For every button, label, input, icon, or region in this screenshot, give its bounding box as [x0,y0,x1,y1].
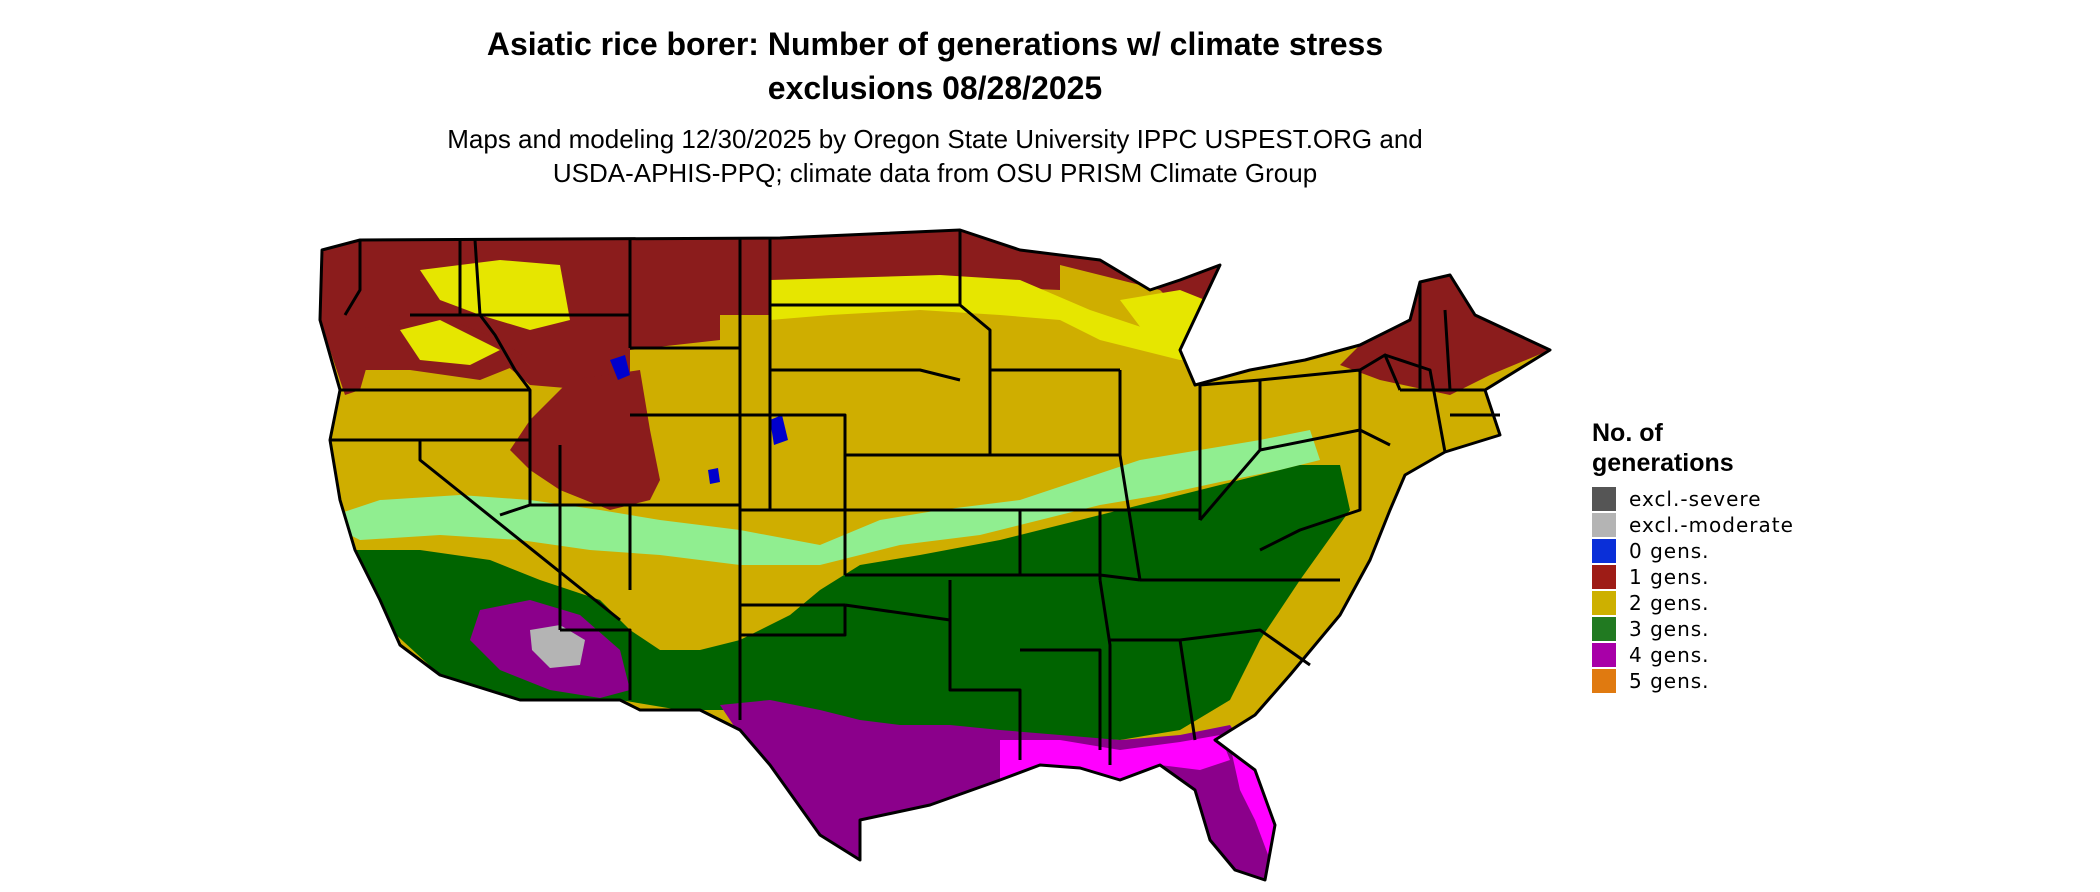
state-borders [318,228,1552,882]
zone-one-gen-rockies [510,370,660,510]
border-line [1198,449,1262,521]
legend-item-0-gens: 0 gens. [1592,538,1794,564]
border-line [844,580,952,622]
us-generations-map [318,228,1552,882]
legend-item-4-gens: 4 gens. [1592,642,1794,668]
map-title: Asiatic rice borer: Number of generation… [400,22,1470,110]
border-line [958,230,992,455]
zone-one-gen-northeast [1340,275,1550,395]
border-line [1118,370,1142,581]
legend-swatch [1592,617,1616,641]
legend-label: excl.-severe [1629,487,1762,511]
map-subtitle-line2: USDA-APHIS-PPQ; climate data from OSU PR… [552,158,1318,188]
border-line [740,605,847,637]
zone-four-gens-magenta-florida [1230,745,1275,860]
border-line [1384,353,1447,453]
map-title-line1: Asiatic rice borer: Number of generation… [486,26,1384,62]
zone-zero-gens-wyoming [610,355,630,380]
zone-zero-gens-utah [708,468,720,484]
border-line [1020,648,1102,750]
border-line [560,628,632,700]
legend-label: 1 gens. [1629,565,1710,589]
zone-two-gens-yellow-west [400,320,500,365]
legend-item-1-gens: 1 gens. [1592,564,1794,590]
zone-three-gens-light [320,430,1320,565]
zone-two-gens-yellow-north [770,275,1200,360]
border-line [1098,579,1112,765]
zone-zero-gens-colorado [770,415,788,445]
legend-label: 3 gens. [1629,617,1710,641]
legend-label: 4 gens. [1629,643,1710,667]
legend-title-line2: generations [1592,449,1734,477]
legend-item-3-gens: 3 gens. [1592,616,1794,642]
legend: No. of generations excl.-severe excl.-mo… [1592,418,1794,694]
legend-item-excl-severe: excl.-severe [1592,486,1794,512]
border-line [1020,573,1141,582]
border-line [740,413,847,510]
legend-swatch [1592,513,1616,537]
generation-zones [320,230,1550,880]
legend-swatch [1592,565,1616,589]
border-line [330,438,621,622]
map-title-line2: exclusions 08/28/2025 [767,70,1103,106]
legend-item-excl-moderate: excl.-moderate [1592,512,1794,538]
border-line [343,240,362,316]
border-line [1259,430,1362,552]
map-subtitle: Maps and modeling 12/30/2025 by Oregon S… [360,122,1510,190]
legend-swatch [1592,539,1616,563]
legend-swatch [1592,669,1616,693]
legend-label: 2 gens. [1629,591,1710,615]
legend-swatch [1592,643,1616,667]
border-line [948,580,1022,760]
us-outline [318,228,1552,882]
legend-label: 5 gens. [1629,669,1710,693]
legend-label: excl.-moderate [1629,513,1794,537]
border-line [473,239,532,420]
legend-item-2-gens: 2 gens. [1592,590,1794,616]
legend-title: No. of generations [1592,418,1794,478]
legend-label: 0 gens. [1629,539,1710,563]
legend-swatch [1592,487,1616,511]
legend-item-5-gens: 5 gens. [1592,668,1794,694]
border-line [1179,628,1311,667]
map-subtitle-line1: Maps and modeling 12/30/2025 by Oregon S… [447,124,1423,154]
legend-swatch [1592,591,1616,615]
legend-title-line1: No. of [1592,419,1663,447]
zone-excl-moderate-southwest [530,625,585,668]
zone-two-gens-yellow-idaho [420,260,570,330]
border-line [770,368,961,382]
border-line [1443,309,1452,391]
legend-items: excl.-severe excl.-moderate 0 gens. 1 ge… [1592,486,1794,694]
zone-four-gens-magenta-coast [1000,735,1230,780]
